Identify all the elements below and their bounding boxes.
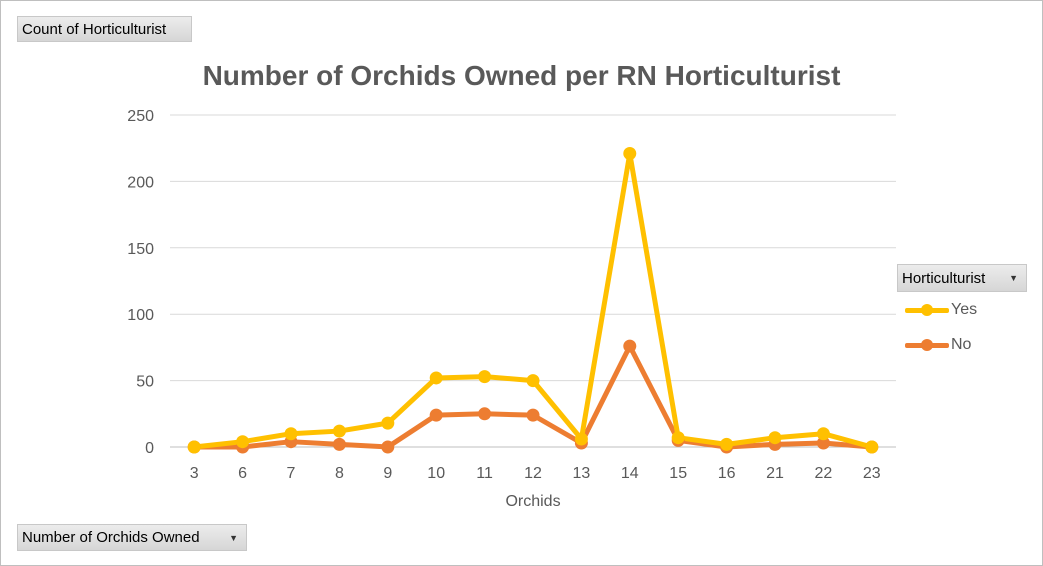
- data-point-yes: [768, 431, 782, 445]
- legend-field-button[interactable]: Horticulturist ▼: [897, 264, 1027, 292]
- y-tick-label: 200: [127, 174, 154, 191]
- legend-item-yes[interactable]: Yes: [903, 300, 977, 320]
- data-point-yes: [623, 147, 637, 161]
- dropdown-arrow-icon[interactable]: ▼: [229, 532, 238, 543]
- data-point-yes: [671, 431, 685, 445]
- x-tick-label: 7: [287, 465, 296, 482]
- value-field-button[interactable]: Count of Horticulturist: [17, 16, 192, 42]
- data-point-yes: [816, 427, 830, 441]
- x-tick-label: 14: [621, 465, 639, 482]
- x-tick-label: 6: [238, 465, 247, 482]
- data-point-no: [623, 339, 637, 353]
- x-tick-label: 10: [427, 465, 445, 482]
- data-point-yes: [720, 437, 734, 451]
- data-point-yes: [236, 435, 250, 449]
- data-point-no: [816, 436, 830, 450]
- data-point-yes: [332, 424, 346, 438]
- legend-label-yes: Yes: [951, 301, 978, 318]
- x-tick-label: 11: [476, 465, 493, 482]
- data-point-yes: [865, 440, 879, 454]
- data-point-yes: [381, 416, 395, 430]
- data-point-yes: [284, 427, 298, 441]
- legend-swatch-no: [903, 335, 951, 355]
- chart-title: Number of Orchids Owned per RN Horticult…: [202, 60, 841, 91]
- y-tick-label: 150: [127, 241, 154, 258]
- x-tick-label: 22: [815, 465, 833, 482]
- y-tick-label: 100: [127, 307, 154, 324]
- x-tick-label: 15: [669, 465, 687, 482]
- x-tick-label: 3: [190, 465, 199, 482]
- data-point-no: [429, 408, 443, 422]
- data-point-yes: [187, 440, 201, 454]
- data-point-yes: [574, 432, 588, 446]
- value-field-label: Count of Horticulturist: [22, 20, 167, 38]
- y-tick-label: 50: [136, 374, 154, 391]
- y-tick-label: 0: [145, 440, 154, 457]
- legend-swatch-yes: [903, 300, 951, 320]
- data-point-yes: [526, 374, 540, 388]
- series-line-yes: [191, 151, 875, 450]
- x-tick-label: 12: [524, 465, 542, 482]
- x-tick-label: 16: [718, 465, 736, 482]
- legend-label-no: No: [951, 336, 972, 353]
- data-point-no: [526, 408, 540, 422]
- dropdown-arrow-icon[interactable]: ▼: [1009, 273, 1018, 283]
- legend-item-no[interactable]: No: [903, 335, 971, 355]
- data-point-no: [332, 437, 346, 451]
- x-tick-label: 13: [573, 465, 591, 482]
- data-point-no: [381, 440, 395, 454]
- legend-field-label: Horticulturist: [902, 269, 986, 287]
- x-tick-label: 21: [766, 465, 784, 482]
- x-tick-label: 23: [863, 465, 881, 482]
- x-tick-label: 8: [335, 465, 344, 482]
- y-tick-label: 250: [127, 108, 154, 125]
- data-point-no: [478, 407, 492, 421]
- axis-field-label: Number of Orchids Owned: [22, 529, 200, 546]
- data-point-yes: [478, 370, 492, 384]
- axis-field-button[interactable]: Number of Orchids Owned ▼: [17, 524, 247, 551]
- x-tick-label: 9: [383, 465, 392, 482]
- x-axis-label: Orchids: [505, 493, 560, 510]
- data-point-yes: [429, 371, 443, 385]
